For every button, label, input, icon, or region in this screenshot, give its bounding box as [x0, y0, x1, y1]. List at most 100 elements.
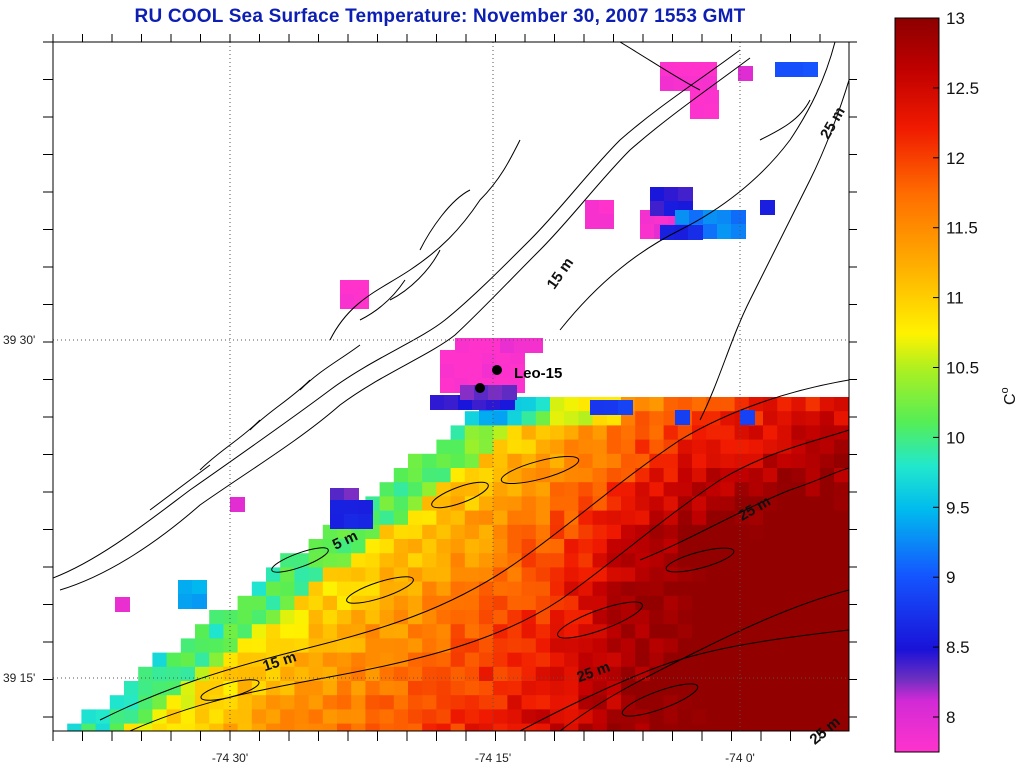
sst-pixel [848, 397, 849, 412]
sst-pixel [507, 695, 523, 710]
sst-pixel [322, 709, 338, 725]
sst-pixel [649, 439, 665, 455]
sst-pixel [635, 624, 650, 639]
colorbar-gradient [894, 17, 940, 753]
sst-pixel [791, 524, 807, 540]
sst-pixel [564, 539, 579, 554]
sst-pixel [805, 539, 821, 554]
sst-pixel [692, 581, 707, 597]
sst-pixel [649, 567, 665, 583]
sst-pixel [351, 610, 366, 625]
sst-pixel [337, 624, 352, 639]
sst-pixel [251, 652, 267, 668]
sst-pixel [720, 695, 736, 710]
sst-pixel [393, 496, 409, 512]
sst-pixel [692, 709, 707, 725]
sst-pixel [450, 666, 466, 682]
sst-pixel [649, 411, 665, 426]
sst-pixel [635, 425, 650, 441]
sst-pixel [748, 652, 764, 668]
sst-pixel [720, 595, 736, 611]
sst-pixel [521, 666, 537, 682]
sst-pixel [848, 553, 849, 568]
lon-label: -74 0' [725, 751, 755, 765]
sst-pixel [564, 666, 579, 682]
sst-pixel [692, 624, 707, 639]
sst-pixel [777, 539, 792, 554]
sst-pixel [507, 425, 523, 441]
sst-pixel [706, 581, 721, 597]
sst-pixel [280, 695, 295, 710]
sst-pixel [791, 610, 807, 625]
sst-pixel [805, 524, 821, 540]
sst-pixel [124, 695, 139, 710]
sst-pixel [692, 411, 707, 426]
sst-pixel [848, 482, 849, 497]
sst-pixel [805, 468, 821, 483]
sst-pixel [606, 595, 622, 611]
sst-pixel [408, 709, 423, 725]
sst-pixel [365, 567, 381, 583]
sst-pixel [436, 652, 452, 668]
sst-pixel [393, 681, 409, 696]
sst-pixel [649, 652, 665, 668]
sst-pixel [649, 539, 665, 554]
sst-pixel [663, 453, 679, 469]
sst-pixel [763, 567, 778, 583]
sst-pixel [379, 624, 395, 639]
sst-pixel [266, 610, 281, 625]
sst-pixel [621, 453, 636, 469]
sst-pixel [166, 695, 182, 710]
sst-pixel [550, 439, 565, 455]
sst-pixel [393, 666, 409, 682]
sst-pixel [564, 638, 579, 654]
sst-pixel [351, 695, 366, 710]
station-label: Leo-15 [514, 365, 562, 382]
sst-pixel [393, 581, 409, 597]
sst-pixel [621, 652, 636, 668]
sst-pixel [791, 496, 807, 512]
sst-pixel [322, 652, 338, 668]
sst-pixel [393, 624, 409, 639]
sst-pixel [379, 666, 395, 682]
sst-pixel [422, 638, 437, 654]
sst-pixel [422, 453, 437, 469]
sst-pixel [834, 695, 849, 710]
sst-pixel [748, 553, 764, 568]
sst-pixel [493, 468, 508, 483]
sst-pixel [550, 681, 565, 696]
sst-pixel [834, 482, 849, 497]
sst-pixel [450, 468, 466, 483]
sst-pixel [564, 510, 579, 526]
sst-pixel [209, 638, 224, 654]
sst-pixel [550, 510, 565, 526]
sst-pixel [720, 482, 736, 497]
sst-pixel [706, 439, 721, 455]
sst-pixel [436, 567, 452, 583]
sst-pixel [635, 510, 650, 526]
sst-pixel [763, 439, 778, 455]
sst-pixel [180, 695, 196, 710]
sst-pixel [621, 610, 636, 625]
sst-pixel [280, 709, 295, 725]
sst-pixel [337, 652, 352, 668]
sst-pixel [337, 709, 352, 725]
sst-pixel [393, 468, 409, 483]
sst-pixel [535, 595, 551, 611]
sst-pixel [660, 225, 675, 240]
sst-pixel [294, 610, 310, 625]
sst-pixel [550, 624, 565, 639]
sst-pixel [606, 482, 622, 497]
sst-pixel [848, 723, 849, 731]
sst-pixel [738, 66, 753, 81]
sst-pixel [791, 652, 807, 668]
sst-pixel [675, 210, 690, 225]
sst-pixel [450, 553, 466, 568]
sst-pixel [393, 524, 409, 540]
sst-pixel [450, 425, 466, 441]
sst-pixel [706, 496, 721, 512]
sst-pixel [720, 709, 736, 725]
sst-pixel [365, 723, 381, 731]
sst-pixel [195, 695, 210, 710]
sst-pixel [702, 62, 717, 77]
